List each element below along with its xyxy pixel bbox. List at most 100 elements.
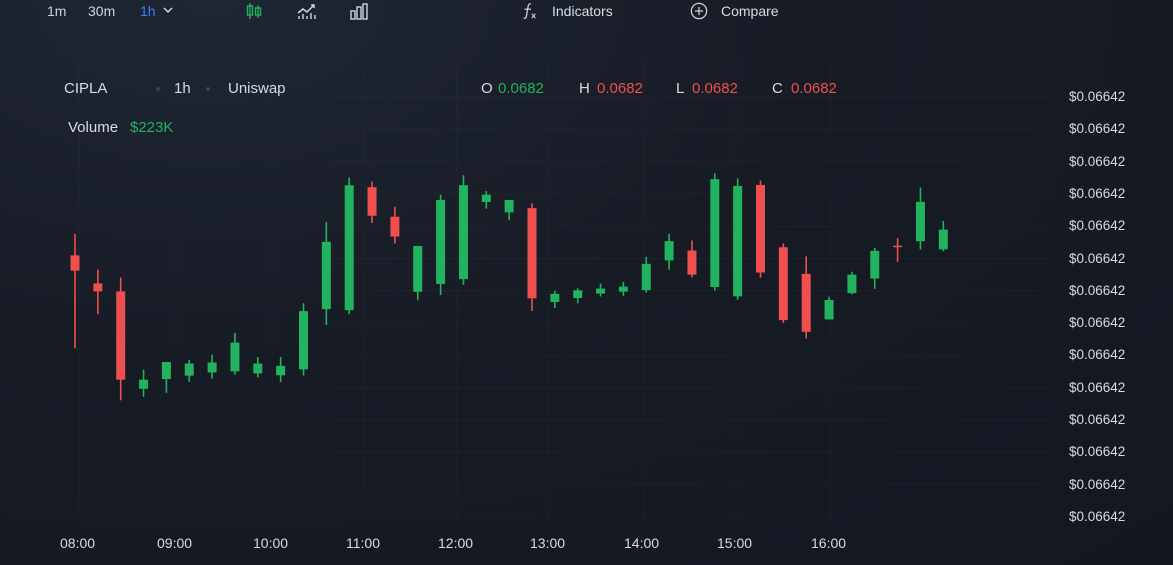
- candle-down[interactable]: [893, 238, 903, 262]
- candle-up[interactable]: [344, 177, 354, 315]
- candle-body: [321, 241, 331, 310]
- candle-up[interactable]: [664, 233, 674, 270]
- candle-up[interactable]: [299, 303, 308, 376]
- grid-lines: [78, 60, 1050, 520]
- time-axis-label: 15:00: [717, 535, 753, 551]
- candle-body: [458, 185, 468, 280]
- chevron-down-icon[interactable]: [162, 5, 174, 15]
- candle-down[interactable]: [116, 277, 126, 401]
- candle-up[interactable]: [710, 173, 720, 291]
- candle-up[interactable]: [184, 360, 194, 382]
- indicators-button[interactable]: Indicators: [552, 3, 613, 19]
- candle-up[interactable]: [161, 361, 171, 393]
- candle-body: [824, 299, 834, 320]
- candle-up[interactable]: [596, 283, 606, 297]
- candle-down[interactable]: [367, 181, 377, 223]
- low-label: L: [676, 80, 685, 97]
- candle-body: [413, 245, 423, 292]
- candle-down[interactable]: [527, 203, 537, 311]
- time-axis-label: 14:00: [624, 535, 660, 551]
- candle-up[interactable]: [870, 247, 880, 289]
- candle-up[interactable]: [618, 281, 628, 296]
- candle-up[interactable]: [733, 178, 743, 300]
- candle-up[interactable]: [641, 256, 651, 293]
- candlestick-chart-type-icon[interactable]: [244, 2, 264, 20]
- price-axis-label: $0.06642: [1069, 185, 1126, 201]
- candle-down[interactable]: [756, 180, 765, 278]
- candle-up[interactable]: [436, 194, 446, 296]
- candle-up[interactable]: [573, 288, 583, 304]
- candle-body: [710, 179, 720, 288]
- candle-up[interactable]: [276, 357, 286, 383]
- price-axis-label: $0.06642: [1069, 379, 1126, 395]
- candle-body: [573, 290, 583, 298]
- price-axis-label: $0.06642: [1069, 412, 1126, 427]
- candle-up[interactable]: [458, 175, 468, 285]
- candle-body: [253, 363, 263, 374]
- candle-up[interactable]: [230, 332, 240, 375]
- close-label: C: [772, 80, 783, 97]
- candle-up[interactable]: [321, 222, 331, 325]
- timeframe-1h-button[interactable]: 1h: [140, 3, 156, 19]
- timeframe-1m-button[interactable]: 1m: [47, 3, 67, 19]
- candle-up[interactable]: [504, 199, 514, 221]
- candle-body: [915, 201, 925, 242]
- candle-body: [161, 362, 171, 380]
- candle-up[interactable]: [847, 271, 857, 295]
- high-value: 0.0682: [597, 80, 643, 97]
- candle-body: [70, 255, 80, 271]
- symbol-label: CIPLA: [64, 80, 108, 97]
- compare-button[interactable]: Compare: [721, 3, 779, 19]
- candle-body: [436, 199, 446, 284]
- open-value: 0.0682: [498, 80, 544, 97]
- candle-down[interactable]: [70, 233, 80, 349]
- candle-up[interactable]: [253, 357, 263, 378]
- candle-body: [847, 274, 857, 294]
- candle-body: [527, 208, 537, 299]
- candle-body: [938, 229, 948, 250]
- exchange-label: Uniswap: [228, 80, 286, 97]
- candle-body: [344, 185, 354, 311]
- time-axis-label: 11:00: [346, 535, 380, 551]
- plus-circle-icon[interactable]: [689, 2, 709, 20]
- function-fx-icon[interactable]: [521, 2, 539, 20]
- price-axis-label: $0.06642: [1069, 476, 1126, 492]
- time-axis-label: 13:00: [530, 535, 566, 551]
- candle-body: [596, 288, 606, 294]
- price-axis-label: $0.06642: [1069, 444, 1126, 460]
- candle-up[interactable]: [938, 220, 948, 252]
- time-axis-label: 09:00: [157, 535, 193, 551]
- interval-label: 1h: [174, 80, 191, 97]
- candle-up[interactable]: [481, 191, 491, 209]
- candle-body: [390, 216, 400, 237]
- candle-up[interactable]: [139, 369, 149, 397]
- price-axis-label: $0.06642: [1069, 250, 1126, 266]
- candle-down[interactable]: [778, 243, 788, 323]
- candle-body: [481, 194, 491, 202]
- timeframe-30m-button[interactable]: 30m: [88, 3, 116, 19]
- low-value: 0.0682: [692, 80, 738, 97]
- candle-down[interactable]: [390, 206, 400, 244]
- candle-body: [184, 363, 194, 376]
- legend-separator-dot: [156, 87, 160, 91]
- candle-down[interactable]: [687, 240, 697, 278]
- chart-toolbar: 1m 30m 1h Indicators Compare: [0, 0, 1173, 22]
- price-axis-label: $0.06642: [1069, 218, 1126, 234]
- candle-up[interactable]: [413, 245, 423, 301]
- price-axis-label: $0.06642: [1069, 89, 1126, 104]
- bar-chart-type-icon[interactable]: [349, 2, 369, 20]
- candle-down[interactable]: [801, 256, 811, 339]
- line-chart-type-icon[interactable]: [297, 2, 317, 20]
- candle-body: [618, 286, 628, 292]
- candle-up[interactable]: [550, 290, 560, 308]
- candle-body: [664, 241, 674, 261]
- candle-down[interactable]: [93, 269, 103, 314]
- volume-label: Volume: [68, 119, 119, 136]
- candle-body: [504, 200, 514, 213]
- candle-up[interactable]: [824, 296, 834, 320]
- candle-up[interactable]: [915, 187, 925, 250]
- candle-up[interactable]: [207, 354, 217, 379]
- volume-value: $223K: [130, 119, 174, 136]
